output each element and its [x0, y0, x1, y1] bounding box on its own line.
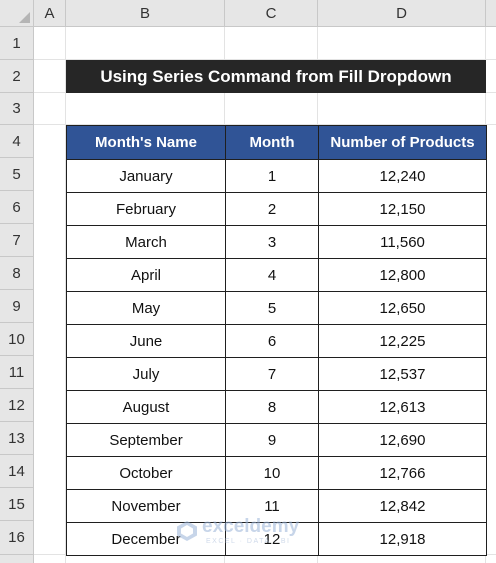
- products-cell[interactable]: 12,613: [318, 390, 487, 424]
- month-name-cell[interactable]: December: [66, 522, 226, 556]
- month-cell[interactable]: 11: [225, 489, 319, 523]
- column-header-e-partial[interactable]: [486, 0, 496, 27]
- month-cell[interactable]: 1: [225, 159, 319, 193]
- column-header-d[interactable]: D: [318, 0, 486, 27]
- month-cell[interactable]: 4: [225, 258, 319, 292]
- gridline: [65, 27, 66, 563]
- products-cell[interactable]: 12,537: [318, 357, 487, 391]
- watermark-tagline: EXCEL · DATA · BI: [206, 538, 291, 545]
- table-row: November 11 12,842: [66, 489, 487, 523]
- gridline: [34, 59, 496, 60]
- row-header-14[interactable]: 14: [0, 455, 34, 488]
- column-header-b[interactable]: B: [66, 0, 225, 27]
- table-row: March 3 11,560: [66, 225, 487, 259]
- month-name-cell[interactable]: July: [66, 357, 226, 391]
- column-header-c[interactable]: C: [225, 0, 318, 27]
- month-cell[interactable]: 2: [225, 192, 319, 226]
- products-cell[interactable]: 12,150: [318, 192, 487, 226]
- table-header-row: Month's Name Month Number of Products: [66, 125, 487, 160]
- table-row: August 8 12,613: [66, 390, 487, 424]
- row-header-8[interactable]: 8: [0, 257, 34, 290]
- table-row: December 12 12,918: [66, 522, 487, 556]
- products-cell[interactable]: 12,650: [318, 291, 487, 325]
- month-name-cell[interactable]: February: [66, 192, 226, 226]
- row-header-11[interactable]: 11: [0, 356, 34, 389]
- products-cell[interactable]: 12,225: [318, 324, 487, 358]
- exceldemy-logo-icon: [177, 521, 197, 541]
- row-header-10[interactable]: 10: [0, 323, 34, 356]
- products-cell[interactable]: 12,842: [318, 489, 487, 523]
- gridline: [34, 124, 496, 125]
- header-number-of-products[interactable]: Number of Products: [318, 125, 487, 160]
- table-row: October 10 12,766: [66, 456, 487, 490]
- month-name-cell[interactable]: April: [66, 258, 226, 292]
- row-header-17-partial[interactable]: [0, 555, 34, 563]
- table-row: May 5 12,650: [66, 291, 487, 325]
- products-cell[interactable]: 12,690: [318, 423, 487, 457]
- month-cell[interactable]: 5: [225, 291, 319, 325]
- month-name-cell[interactable]: September: [66, 423, 226, 457]
- month-cell[interactable]: 10: [225, 456, 319, 490]
- table-row: September 9 12,690: [66, 423, 487, 457]
- row-header-5[interactable]: 5: [0, 158, 34, 191]
- table-row: July 7 12,537: [66, 357, 487, 391]
- row-header-16[interactable]: 16: [0, 521, 34, 555]
- month-cell[interactable]: 12: [225, 522, 319, 556]
- select-all-triangle-icon: [19, 12, 30, 23]
- month-name-cell[interactable]: August: [66, 390, 226, 424]
- row-header-2[interactable]: 2: [0, 60, 34, 93]
- month-cell[interactable]: 8: [225, 390, 319, 424]
- select-all-button[interactable]: [0, 0, 34, 27]
- table-row: June 6 12,225: [66, 324, 487, 358]
- sheet-title[interactable]: Using Series Command from Fill Dropdown: [66, 60, 486, 93]
- products-cell[interactable]: 12,800: [318, 258, 487, 292]
- month-name-cell[interactable]: June: [66, 324, 226, 358]
- month-name-cell[interactable]: November: [66, 489, 226, 523]
- month-cell[interactable]: 9: [225, 423, 319, 457]
- watermark-name: exceldemy: [202, 516, 300, 537]
- row-header-4[interactable]: 4: [0, 125, 34, 158]
- header-month[interactable]: Month: [225, 125, 319, 160]
- products-cell[interactable]: 12,766: [318, 456, 487, 490]
- table-row: April 4 12,800: [66, 258, 487, 292]
- products-cell[interactable]: 12,240: [318, 159, 487, 193]
- row-header-1[interactable]: 1: [0, 27, 34, 60]
- row-header-13[interactable]: 13: [0, 422, 34, 455]
- exceldemy-watermark: exceldemy EXCEL · DATA · BI: [176, 514, 326, 550]
- row-header-15[interactable]: 15: [0, 488, 34, 521]
- row-header-7[interactable]: 7: [0, 224, 34, 257]
- month-name-cell[interactable]: October: [66, 456, 226, 490]
- month-name-cell[interactable]: January: [66, 159, 226, 193]
- products-cell[interactable]: 12,918: [318, 522, 487, 556]
- month-cell[interactable]: 6: [225, 324, 319, 358]
- table-row: February 2 12,150: [66, 192, 487, 226]
- month-cell[interactable]: 3: [225, 225, 319, 259]
- month-name-cell[interactable]: May: [66, 291, 226, 325]
- products-table: Month's Name Month Number of Products Ja…: [66, 125, 487, 556]
- row-header-12[interactable]: 12: [0, 389, 34, 422]
- products-cell[interactable]: 11,560: [318, 225, 487, 259]
- column-header-a[interactable]: A: [34, 0, 66, 27]
- row-header-3[interactable]: 3: [0, 93, 34, 125]
- header-month-name[interactable]: Month's Name: [66, 125, 226, 160]
- row-header-6[interactable]: 6: [0, 191, 34, 224]
- row-header-9[interactable]: 9: [0, 290, 34, 323]
- month-cell[interactable]: 7: [225, 357, 319, 391]
- month-name-cell[interactable]: March: [66, 225, 226, 259]
- table-row: January 1 12,240: [66, 159, 487, 193]
